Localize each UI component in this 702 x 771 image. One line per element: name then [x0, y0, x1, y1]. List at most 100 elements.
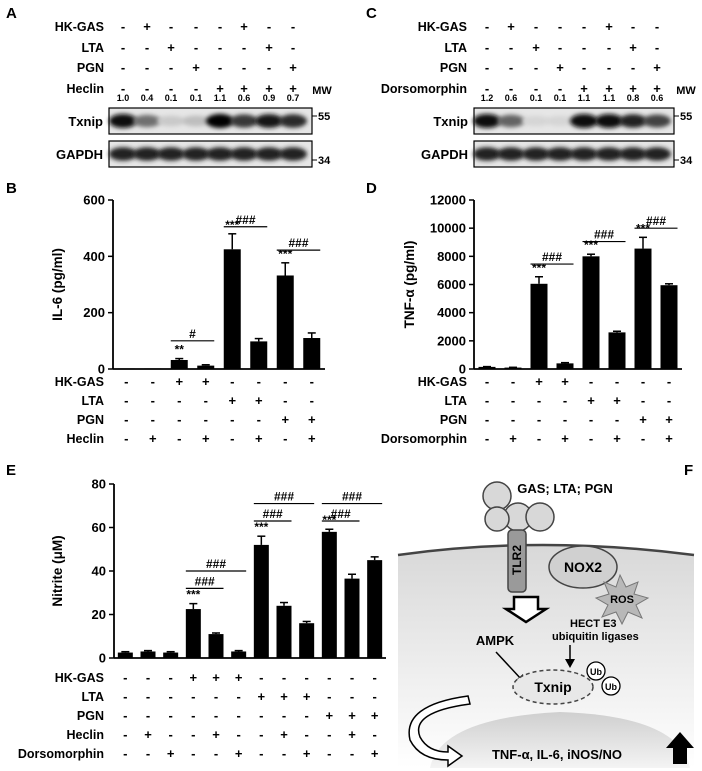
treatment-table-c: HK-GAS - + - - - + - - LTA - - + - - - + - PGN - - - + - - - + Dors… — [381, 19, 661, 96]
western-blot-a: Txnip 55 GAPDH 34 — [56, 107, 331, 168]
bar — [321, 531, 337, 658]
treatment-sign: - — [145, 40, 149, 55]
band-ratios-a: 1.0 0.4 0.1 0.1 1.1 0.6 0.9 0.7 — [117, 93, 300, 103]
band-ratio: 0.7 — [287, 93, 300, 103]
treatment-sign: + — [303, 746, 311, 761]
y-tick-label: 0 — [99, 651, 106, 666]
blot-band — [279, 147, 307, 161]
treatment-sign: - — [537, 412, 541, 427]
y-tick-label: 0 — [459, 362, 466, 377]
treatment-sign: - — [582, 19, 586, 34]
treatment-row-label: Dorsomorphin — [381, 432, 467, 446]
treatment-sign: - — [537, 431, 541, 446]
ubiquitin-circle — [601, 676, 621, 696]
treatment-row-label: HK-GAS — [55, 671, 104, 685]
treatment-sign: - — [177, 412, 181, 427]
bar — [344, 578, 360, 658]
treatment-sign: + — [653, 81, 661, 96]
treatment-sign: - — [259, 727, 263, 742]
treatment-sign: - — [589, 431, 593, 446]
comparison-label: ### — [594, 228, 614, 242]
treatment-sign: - — [485, 19, 489, 34]
treatment-sign: + — [258, 689, 266, 704]
treatment-row-label: PGN — [77, 413, 104, 427]
ligand-ball — [482, 481, 512, 511]
treatment-sign: - — [204, 393, 208, 408]
treatment-sign: - — [589, 374, 593, 389]
band-ratio: 1.0 — [117, 93, 130, 103]
treatment-sign: - — [259, 746, 263, 761]
treatment-sign: + — [507, 19, 515, 34]
treatment-sign: - — [191, 727, 195, 742]
treatment-sign: + — [289, 60, 297, 75]
significance-stars: *** — [254, 520, 268, 534]
blot-band — [109, 114, 137, 128]
tlr2-label: TLR2 — [510, 545, 524, 575]
treatment-sign: + — [308, 431, 316, 446]
y-tick-label: 8000 — [437, 249, 466, 264]
bar — [253, 544, 269, 658]
treatment-sign: + — [605, 81, 613, 96]
treatment-sign: + — [167, 746, 175, 761]
treatment-sign: - — [123, 746, 127, 761]
treatment-sign: - — [304, 708, 308, 723]
blot-band — [619, 114, 647, 128]
panel-letter-d: D — [366, 180, 377, 197]
y-axis-label: Nitrite (μM) — [50, 535, 65, 606]
treatment-sign: - — [151, 393, 155, 408]
blot-band — [473, 147, 501, 161]
treatment-sign: + — [175, 374, 183, 389]
treatment-row-label: Heclin — [66, 728, 104, 742]
treatment-sign: + — [144, 727, 152, 742]
treatment-row-label: PGN — [440, 413, 467, 427]
treatment-sign: - — [169, 60, 173, 75]
bar — [530, 283, 548, 369]
treatment-sign: - — [123, 689, 127, 704]
treatment-sign: - — [123, 670, 127, 685]
band-ratio: 0.6 — [651, 93, 664, 103]
treatment-sign: + — [212, 670, 220, 685]
treatment-sign: - — [534, 60, 538, 75]
y-axis-label: TNF-α (pg/ml) — [402, 241, 417, 329]
treatment-sign: - — [121, 81, 125, 96]
treatment-sign: + — [149, 431, 157, 446]
treatment-sign: - — [485, 393, 489, 408]
y-axis-label: IL-6 (pg/ml) — [50, 248, 65, 321]
treatment-sign: - — [310, 374, 314, 389]
blot-band — [595, 114, 623, 128]
blot-band — [133, 114, 161, 128]
bar — [660, 285, 678, 369]
treatment-sign: - — [169, 19, 173, 34]
blot-band — [255, 114, 283, 128]
comparison-label: ### — [263, 507, 283, 521]
treatment-sign: + — [509, 431, 517, 446]
band-ratio: 0.4 — [141, 93, 154, 103]
mw-label-a: MW — [312, 85, 332, 97]
treatment-sign: + — [265, 40, 273, 55]
treatment-sign: - — [121, 40, 125, 55]
band-ratio: 0.1 — [190, 93, 203, 103]
panel-letter-b: B — [6, 180, 17, 197]
treatment-sign: - — [563, 412, 567, 427]
treatment-sign: - — [169, 81, 173, 96]
nucleus — [430, 712, 690, 768]
ros-label: ROS — [610, 594, 634, 606]
treatment-sign: - — [194, 19, 198, 34]
band-ratio: 0.1 — [554, 93, 567, 103]
significance-stars: ** — [175, 343, 185, 357]
treatment-sign: - — [563, 393, 567, 408]
treatment-sign: + — [629, 81, 637, 96]
tnf-bar-chart: 0 2000 4000 6000 8000 10000 12000 TNF-α (pg/ml)… — [381, 193, 682, 446]
panel-letter-c: C — [366, 5, 377, 22]
hect-label-line2: ubiquitin ligases — [552, 631, 639, 643]
treatment-sign: + — [202, 374, 210, 389]
panel-letter-f: F — [684, 462, 693, 479]
treatment-sign: + — [326, 708, 334, 723]
mw-marker: 55 — [318, 111, 330, 123]
treatment-row-label: HK-GAS — [418, 20, 467, 34]
bar — [250, 341, 268, 369]
comparison-label: ### — [542, 250, 562, 264]
y-tick-label: 80 — [92, 477, 106, 492]
